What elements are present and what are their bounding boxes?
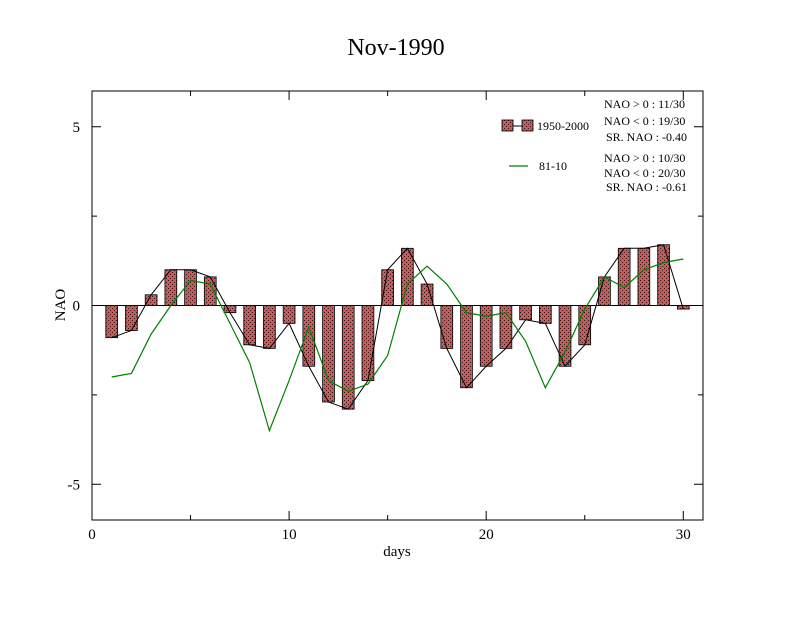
legend-label-1950-2000: 1950-2000	[537, 119, 589, 133]
line-81-10	[111, 258, 684, 433]
bar-day-3	[144, 294, 158, 306]
stats-block-1950-2000: NAO > 0 : 11/30 NAO < 0 : 19/30 SR. NAO …	[604, 97, 687, 144]
tick-labels: 0 10 20 30 -5 0 5	[68, 120, 691, 543]
y-tick-label--5: -5	[68, 477, 81, 493]
stat-1950-nao-negative: NAO < 0 : 19/30	[604, 114, 685, 128]
stats-block-81-10: NAO > 0 : 10/30 NAO < 0 : 20/30 SR. NAO …	[604, 151, 687, 194]
x-tick-label-20: 20	[479, 527, 494, 543]
bar-day-7	[223, 305, 237, 314]
x-axis-label: days	[383, 544, 411, 560]
bar-day-29	[657, 244, 670, 306]
y-axis-label: NAO	[53, 289, 69, 322]
legend-swatch-1950-2000	[501, 119, 514, 132]
bar-day-10	[282, 305, 296, 324]
bar-day-28	[637, 247, 651, 306]
line-series	[111, 244, 684, 433]
legend-item-1950-2000: 1950-2000	[501, 119, 589, 133]
bar-day-19	[460, 305, 473, 389]
y-tick-label-5: 5	[73, 120, 81, 136]
x-tick-label-10: 10	[282, 527, 297, 543]
bar-day-17	[420, 283, 434, 306]
chart-title: Nov-1990	[347, 35, 444, 61]
bar-day-22	[519, 305, 532, 321]
bar-day-18	[440, 305, 454, 349]
legend-item-81-10: 81-10	[509, 159, 567, 173]
x-tick-label-30: 30	[676, 527, 691, 543]
bar-day-2	[125, 305, 138, 331]
stat-8110-nao-negative: NAO < 0 : 20/30	[604, 166, 685, 180]
bar-day-25	[578, 305, 592, 346]
stat-1950-nao-positive: NAO > 0 : 11/30	[604, 97, 685, 111]
bar-day-20	[479, 305, 493, 367]
stat-8110-sr-nao: SR. NAO : -0.61	[606, 180, 687, 194]
legend: 1950-2000 81-10	[501, 119, 589, 173]
bar-day-9	[263, 305, 276, 349]
y-tick-label-0: 0	[73, 299, 81, 315]
x-tick-label-0: 0	[88, 527, 96, 543]
bar-day-23	[539, 305, 552, 324]
stat-1950-sr-nao: SR. NAO : -0.40	[606, 130, 687, 144]
bar-series-1950-2000	[105, 244, 690, 410]
bar-day-14	[361, 305, 375, 381]
bar-day-12	[322, 305, 335, 403]
stat-8110-nao-positive: NAO > 0 : 10/30	[604, 151, 685, 165]
legend-swatch-1950-2000-b	[521, 119, 534, 132]
bar-day-15	[381, 269, 394, 306]
bar-day-27	[617, 247, 631, 306]
line-1950-2000	[111, 244, 684, 410]
bar-day-1	[105, 305, 119, 339]
bar-day-13	[341, 305, 355, 410]
bar-day-5	[184, 269, 197, 306]
legend-label-81-10: 81-10	[539, 159, 567, 173]
